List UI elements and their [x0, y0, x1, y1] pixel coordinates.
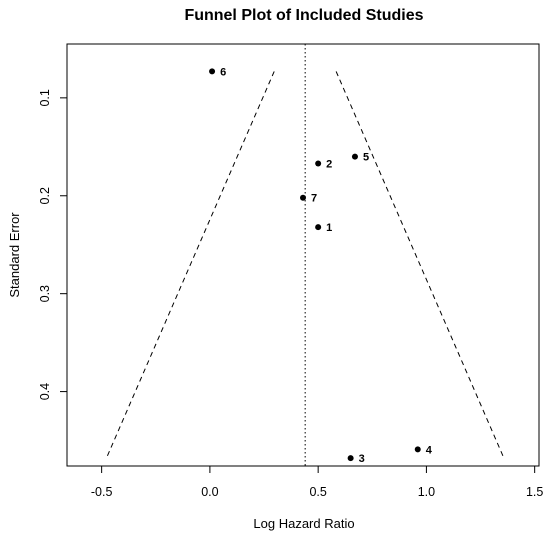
x-tick-label: -0.5 [91, 485, 113, 499]
y-tick-label: 0.3 [38, 285, 52, 302]
point-label-7: 7 [311, 193, 317, 205]
x-axis: -0.5 0.0 0.5 1.0 1.5 [91, 465, 543, 499]
x-tick-label: 0.5 [309, 485, 326, 499]
funnel-left-boundary [105, 71, 275, 459]
y-tick-label: 0.4 [38, 383, 52, 400]
point-label-6: 6 [220, 66, 226, 78]
data-point-3 [347, 455, 354, 462]
data-points: 1 2 3 4 5 6 7 [209, 66, 433, 465]
data-point-6 [209, 68, 216, 75]
x-axis-label: Log Hazard Ratio [253, 516, 354, 531]
point-label-4: 4 [426, 444, 433, 456]
chart-title: Funnel Plot of Included Studies [184, 7, 423, 24]
y-axis-label: Standard Error [7, 212, 22, 298]
data-point-4 [414, 446, 421, 453]
x-tick-label: 1.5 [526, 485, 543, 499]
y-tick-label: 0.2 [38, 187, 52, 204]
data-point-5 [351, 153, 358, 160]
point-label-2: 2 [326, 158, 332, 170]
plot-frame [66, 43, 540, 467]
data-point-7 [300, 194, 306, 201]
x-tick-label: 0.0 [201, 485, 218, 499]
data-point-2 [315, 160, 322, 167]
data-point-1 [315, 224, 322, 231]
y-axis: 0.1 0.2 0.3 0.4 [38, 89, 68, 400]
y-tick-label: 0.1 [38, 89, 52, 106]
point-label-1: 1 [326, 222, 332, 234]
point-label-3: 3 [359, 453, 365, 465]
funnel-right-boundary [335, 71, 505, 459]
x-tick-label: 1.0 [418, 485, 435, 499]
point-label-5: 5 [363, 152, 369, 164]
